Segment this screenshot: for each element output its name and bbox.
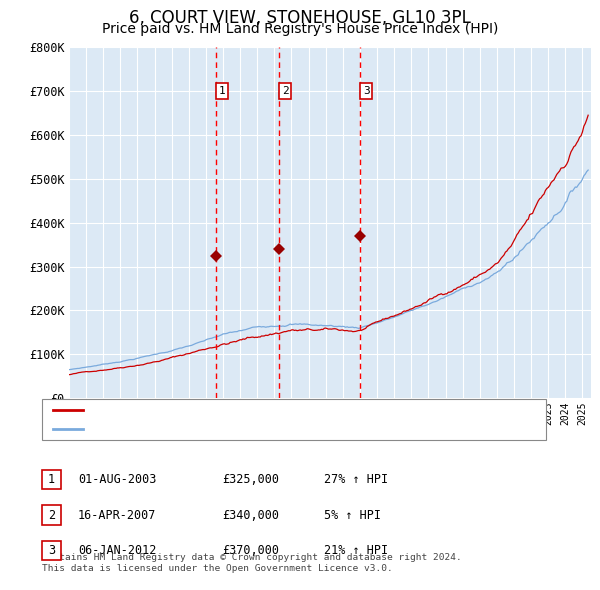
Text: Contains HM Land Registry data © Crown copyright and database right 2024.
This d: Contains HM Land Registry data © Crown c… xyxy=(42,553,462,573)
Text: 1: 1 xyxy=(218,86,225,96)
Text: 6, COURT VIEW, STONEHOUSE, GL10 3PL (detached house): 6, COURT VIEW, STONEHOUSE, GL10 3PL (det… xyxy=(87,405,438,415)
Text: 21% ↑ HPI: 21% ↑ HPI xyxy=(324,544,388,557)
Text: 2: 2 xyxy=(282,86,289,96)
Text: 2: 2 xyxy=(48,509,55,522)
Text: 1: 1 xyxy=(48,473,55,486)
Text: 3: 3 xyxy=(48,544,55,557)
Text: £370,000: £370,000 xyxy=(222,544,279,557)
Text: 6, COURT VIEW, STONEHOUSE, GL10 3PL: 6, COURT VIEW, STONEHOUSE, GL10 3PL xyxy=(129,9,471,27)
Text: Price paid vs. HM Land Registry's House Price Index (HPI): Price paid vs. HM Land Registry's House … xyxy=(102,22,498,37)
Text: HPI: Average price, detached house, Stroud: HPI: Average price, detached house, Stro… xyxy=(87,424,371,434)
Text: 16-APR-2007: 16-APR-2007 xyxy=(78,509,157,522)
Text: 06-JAN-2012: 06-JAN-2012 xyxy=(78,544,157,557)
Text: £340,000: £340,000 xyxy=(222,509,279,522)
Text: 5% ↑ HPI: 5% ↑ HPI xyxy=(324,509,381,522)
Text: 3: 3 xyxy=(363,86,370,96)
Text: £325,000: £325,000 xyxy=(222,473,279,486)
Text: 27% ↑ HPI: 27% ↑ HPI xyxy=(324,473,388,486)
Text: 01-AUG-2003: 01-AUG-2003 xyxy=(78,473,157,486)
